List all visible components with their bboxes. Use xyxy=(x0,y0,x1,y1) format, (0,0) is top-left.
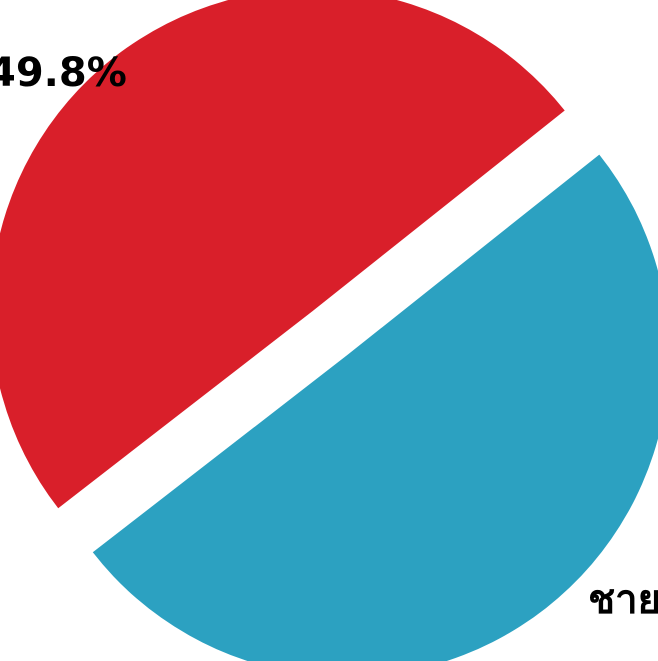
slice-label-female-percent: 49.8% xyxy=(0,50,127,96)
slice-label-male: ชาย xyxy=(588,577,658,623)
pie-slice-female xyxy=(0,0,565,509)
pie-labels: 49.8% ชาย xyxy=(0,50,658,623)
pie-slice-male xyxy=(92,154,658,661)
